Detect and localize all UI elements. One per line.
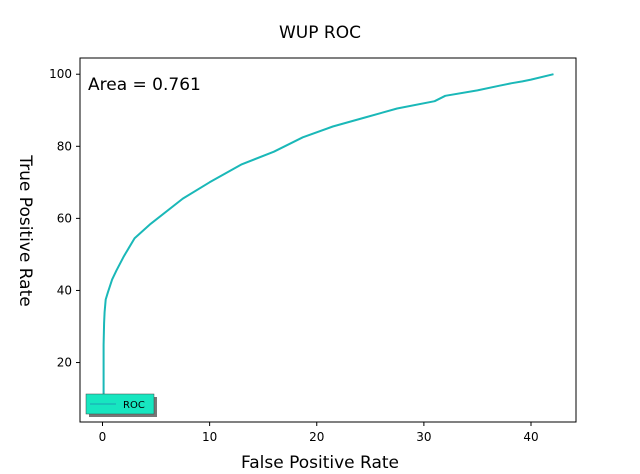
y-tick-label: 20: [57, 356, 72, 370]
y-tick-label: 100: [49, 67, 72, 81]
x-tick-label: 20: [309, 430, 324, 444]
y-tick-label: 40: [57, 283, 72, 297]
y-tick-label: 80: [57, 139, 72, 153]
legend-label: ROC: [123, 400, 145, 411]
x-tick-label: 0: [99, 430, 107, 444]
chart-title: WUP ROC: [279, 23, 361, 43]
x-axis-label: False Positive Rate: [241, 453, 399, 473]
area-annotation: Area = 0.761: [88, 75, 201, 95]
x-axis: 0 10 20 30 40: [99, 422, 539, 444]
x-tick-label: 10: [202, 430, 217, 444]
x-tick-label: 40: [523, 430, 538, 444]
y-tick-label: 60: [57, 211, 72, 225]
y-axis-label: True Positive Rate: [15, 154, 35, 306]
legend: ROC: [85, 393, 157, 417]
x-tick-label: 30: [416, 430, 431, 444]
roc-series-line: [102, 73, 554, 399]
legend-box: [85, 393, 155, 415]
y-axis: 20 40 60 80 100: [49, 67, 80, 370]
plot-area: [79, 57, 577, 423]
